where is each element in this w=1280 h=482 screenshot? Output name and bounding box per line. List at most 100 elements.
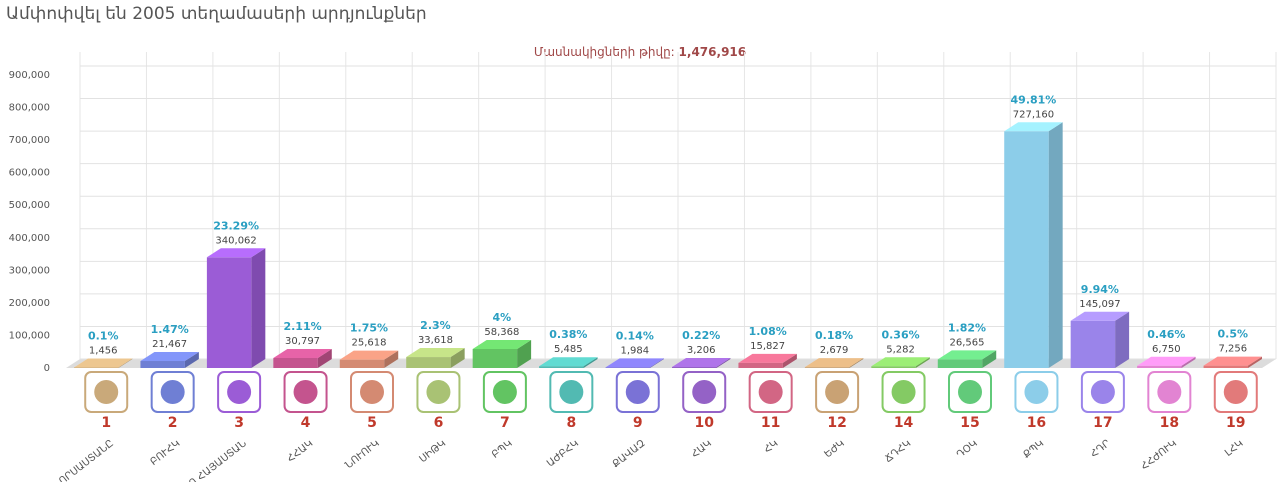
bar-top xyxy=(406,348,465,358)
party-logo-mark xyxy=(94,380,119,404)
bar-top xyxy=(605,358,664,368)
share-label: 0.1% xyxy=(88,330,119,343)
share-label: 23.29% xyxy=(213,219,259,232)
bar-side xyxy=(317,348,332,368)
bar-top xyxy=(206,248,266,258)
bar-side xyxy=(450,348,465,368)
value-label: 30,797 xyxy=(285,336,320,347)
party-label: ՀԿ xyxy=(762,438,780,456)
party-label: ԲՈՒՀԿ xyxy=(148,438,182,468)
y-tick-label: 0 xyxy=(44,363,50,374)
category-label: 12 xyxy=(827,415,846,431)
category-label: 6 xyxy=(434,415,444,431)
bar-top xyxy=(472,339,532,349)
party-logo-mark xyxy=(426,380,451,404)
party-logo-mark xyxy=(692,380,717,404)
party-logo-mark xyxy=(1223,380,1248,404)
value-label: 1,456 xyxy=(89,346,118,357)
party-label: ՀԱԿ xyxy=(690,438,714,460)
bar-side xyxy=(1048,122,1063,369)
party-logo-mark xyxy=(227,380,252,404)
bar-side xyxy=(650,358,664,368)
share-label: 1.82% xyxy=(948,321,986,334)
bar xyxy=(1203,365,1248,368)
category-label: 5 xyxy=(367,415,377,431)
bar xyxy=(406,357,451,368)
party-label: ԲՊԿ xyxy=(490,438,515,461)
bar-top xyxy=(273,348,332,358)
y-tick-label: 200,000 xyxy=(9,298,50,309)
value-label: 3,206 xyxy=(687,345,716,356)
category-label: 17 xyxy=(1093,415,1112,431)
value-label: 340,062 xyxy=(215,235,256,246)
annotation-value: 1,476,916 xyxy=(679,45,747,59)
share-label: 4% xyxy=(493,311,512,324)
bar-side xyxy=(251,248,266,368)
bar-side xyxy=(517,339,532,368)
category-label: 2 xyxy=(168,415,178,431)
share-label: 1.08% xyxy=(749,325,787,338)
bar xyxy=(339,359,385,368)
party-logo-mark xyxy=(958,380,982,404)
bar-top xyxy=(74,358,133,368)
value-label: 33,618 xyxy=(418,335,453,346)
value-label: 2,679 xyxy=(820,345,849,356)
party-label: ԼՀԿ xyxy=(1223,438,1245,459)
value-label: 15,827 xyxy=(750,341,785,352)
bar-top xyxy=(339,350,399,360)
category-label: 18 xyxy=(1160,415,1179,431)
bar xyxy=(738,362,783,368)
bar-side xyxy=(915,357,930,368)
bar-top xyxy=(672,357,731,367)
share-label: 0.46% xyxy=(1147,328,1185,341)
share-label: 0.5% xyxy=(1218,328,1249,341)
bar xyxy=(273,357,318,368)
bar xyxy=(937,359,983,368)
party-logo-mark xyxy=(891,380,916,404)
bar xyxy=(804,367,850,368)
bar-side xyxy=(583,357,598,368)
party-logo-mark xyxy=(360,380,384,404)
party-label: Ո ՀԱՅԱՍՏԱՆ xyxy=(187,438,249,482)
value-label: 26,565 xyxy=(950,337,985,348)
bar-top xyxy=(738,353,797,363)
party-label: ՈՐՍԱՍՏԱՆԸ xyxy=(57,438,116,482)
party-logo-mark xyxy=(160,380,185,404)
bar xyxy=(539,366,584,368)
y-tick-label: 400,000 xyxy=(9,233,50,244)
party-label: ՔՊԿ xyxy=(1021,438,1046,461)
party-label: ՀԴՐ xyxy=(1089,438,1113,460)
y-tick-label: 500,000 xyxy=(9,200,50,211)
bar xyxy=(672,366,717,368)
bar xyxy=(1137,365,1182,368)
category-label: 11 xyxy=(761,415,780,431)
y-tick-label: 100,000 xyxy=(9,330,50,341)
value-label: 21,467 xyxy=(152,339,187,350)
party-label: ՃԴՀԿ xyxy=(883,438,913,465)
value-label: 58,368 xyxy=(484,327,519,338)
party-label: ՍԻԹԿ xyxy=(418,438,449,465)
share-label: 0.14% xyxy=(616,329,654,342)
share-label: 9.94% xyxy=(1081,283,1119,296)
category-label: 7 xyxy=(500,415,510,431)
bar-side xyxy=(849,358,864,368)
share-label: 0.18% xyxy=(815,329,853,342)
bar xyxy=(140,361,185,368)
chart-title: Ամփոփվել են 2005 տեղամասերի արդյունքներ xyxy=(6,4,427,24)
party-label: ԵԺԿ xyxy=(823,438,847,460)
value-label: 727,160 xyxy=(1013,109,1054,120)
bar xyxy=(871,366,916,368)
bar-side xyxy=(982,350,997,368)
bar-top xyxy=(1203,356,1262,366)
party-label: ԴՕԿ xyxy=(955,438,980,461)
value-label: 5,485 xyxy=(554,344,583,355)
category-label: 9 xyxy=(633,415,643,431)
bar-top xyxy=(1070,311,1130,321)
party-logo-mark xyxy=(1090,380,1115,404)
category-label: 4 xyxy=(301,415,311,431)
annotation-label: Մասնակիցների թիվը: xyxy=(534,45,675,59)
share-label: 2.3% xyxy=(420,319,451,332)
party-logo-mark xyxy=(1157,380,1182,404)
